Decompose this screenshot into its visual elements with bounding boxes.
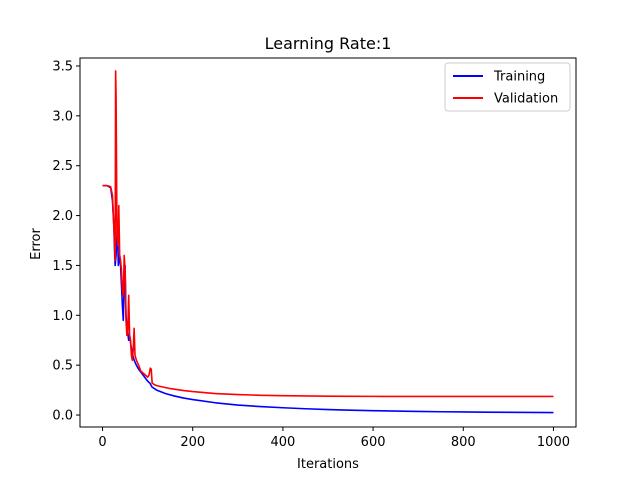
series-line-validation (102, 70, 554, 398)
x-axis-label: Iterations (297, 457, 359, 472)
y-tick-label: 0.5 (52, 359, 73, 374)
y-axis-label: Error (29, 228, 44, 260)
ticks-layer: 0 200 400 600 800 1000 0.0 0.5 1.0 1.5 2.0 2.5 3.0 3.… (52, 59, 570, 450)
plot-frame (79, 57, 577, 428)
y-tick-label: 1.0 (52, 309, 73, 324)
x-tick-label: 0 (98, 435, 106, 450)
series-layer (102, 70, 554, 414)
y-tick-label: 1.5 (52, 259, 73, 274)
y-tick-label: 2.5 (52, 159, 73, 174)
y-tick-label: 3.5 (52, 59, 73, 74)
legend-label-validation: Validation (494, 92, 558, 107)
y-tick-label: 3.0 (52, 109, 73, 124)
legend: Training Validation (444, 62, 571, 112)
x-tick-label: 1000 (537, 435, 570, 450)
x-tick-label: 600 (361, 435, 386, 450)
x-tick-label: 800 (451, 435, 476, 450)
x-tick-label: 400 (270, 435, 295, 450)
y-tick-label: 0.0 (52, 409, 73, 424)
y-tick-label: 2.0 (52, 209, 73, 224)
x-tick-label: 200 (180, 435, 205, 450)
legend-label-training: Training (493, 70, 545, 85)
chart-title: Learning Rate:1 (265, 34, 392, 53)
